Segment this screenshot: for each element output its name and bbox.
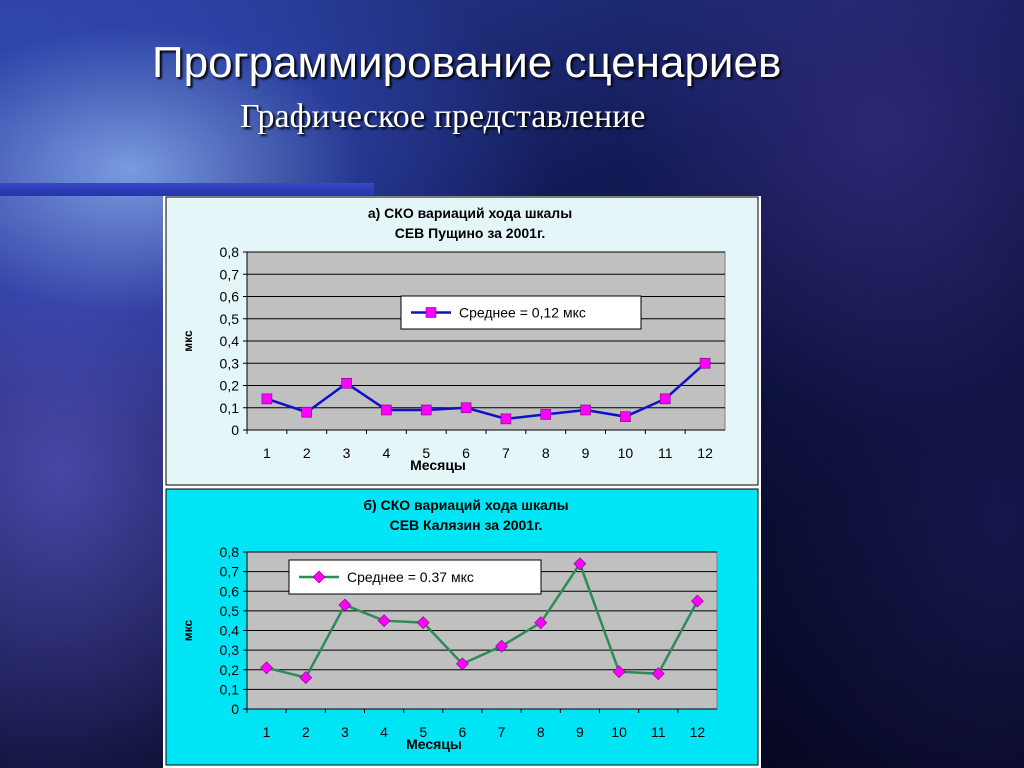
y-tick-label: 0,4: [220, 333, 240, 349]
chart-title-line: а) СКО вариаций хода шкалы: [368, 205, 572, 221]
data-point-12: [690, 594, 704, 608]
slide-title: Программирование сценариев: [152, 38, 782, 87]
x-tick-label: 3: [341, 724, 349, 740]
data-point-5: [420, 404, 432, 416]
chart-title-line: б) СКО вариаций хода шкалы: [363, 497, 568, 513]
data-point-7: [500, 413, 512, 425]
series-line: [266, 362, 706, 421]
x-axis-label: Месяцы: [410, 457, 466, 473]
legend-marker-swatch: [425, 307, 437, 318]
chart-kalyazin: б) СКО вариаций хода шкалы СЕВ Калязин за…: [165, 488, 759, 766]
y-tick-label: 0: [231, 701, 239, 717]
x-tick-label: 7: [502, 445, 510, 461]
data-point-6: [455, 657, 469, 671]
data-point-11: [651, 667, 665, 681]
legend-label: Среднее = 0.37 мкс: [347, 569, 474, 585]
x-tick-label: 7: [498, 724, 506, 740]
y-axis-label: мкс: [181, 619, 195, 641]
x-tick-label: 5: [419, 724, 427, 740]
data-point-4: [381, 404, 392, 416]
x-tick-label: 5: [422, 445, 430, 461]
x-tick-label: 6: [462, 445, 470, 461]
y-tick-label: 0,1: [220, 400, 240, 416]
y-axis-label: мкс: [181, 330, 195, 352]
legend-label: Среднее = 0,12 мкс: [459, 305, 586, 321]
data-point-8: [534, 616, 548, 630]
data-point-2: [299, 671, 313, 685]
y-tick-label: 0,3: [220, 642, 240, 658]
data-point-8: [540, 409, 552, 420]
data-point-2: [301, 406, 313, 418]
y-tick-label: 0,2: [220, 662, 240, 678]
x-axis-label: Месяцы: [406, 736, 462, 752]
data-point-1: [260, 661, 274, 675]
y-tick-label: 0: [231, 422, 239, 438]
x-tick-label: 9: [576, 724, 584, 740]
y-tick-label: 0,5: [220, 311, 240, 327]
y-tick-label: 0,3: [220, 355, 240, 371]
charts-panel: а) СКО вариаций хода шкалы СЕВ Пущино за …: [163, 196, 761, 768]
x-tick-label: 9: [582, 445, 590, 461]
data-point-3: [341, 377, 352, 389]
data-point-10: [620, 411, 631, 422]
legend-marker-swatch: [312, 570, 326, 584]
data-point-10: [612, 665, 626, 679]
x-tick-label: 12: [697, 445, 713, 461]
y-tick-label: 0,6: [220, 289, 240, 305]
data-point-9: [573, 557, 587, 571]
x-tick-label: 1: [263, 724, 271, 740]
slide-subtitle: Графическое представление: [240, 98, 646, 135]
data-point-6: [460, 402, 472, 414]
y-tick-label: 0,1: [220, 681, 240, 697]
data-point-4: [377, 614, 391, 628]
data-point-9: [580, 404, 591, 416]
y-tick-label: 0,8: [220, 544, 240, 560]
data-point-1: [261, 393, 273, 405]
y-tick-label: 0,2: [220, 378, 240, 394]
y-tick-label: 0,6: [220, 583, 240, 599]
x-tick-label: 6: [459, 724, 467, 740]
chart-title-line: СЕВ Пущино за 2001г.: [395, 225, 546, 241]
x-tick-label: 4: [383, 445, 391, 461]
accent-bar: [0, 183, 374, 196]
x-tick-label: 3: [343, 445, 351, 461]
x-tick-label: 2: [302, 724, 310, 740]
chart-pushchino: а) СКО вариаций хода шкалы СЕВ Пущино за …: [165, 196, 759, 486]
data-point-5: [416, 616, 430, 630]
x-tick-label: 11: [658, 445, 673, 461]
y-tick-label: 0,8: [220, 244, 240, 260]
x-tick-label: 4: [380, 724, 388, 740]
series-line: [266, 561, 699, 680]
y-tick-label: 0,4: [220, 623, 240, 639]
x-tick-label: 8: [542, 445, 550, 461]
x-tick-label: 11: [651, 724, 666, 740]
data-point-12: [699, 357, 711, 369]
y-tick-label: 0,7: [220, 266, 240, 282]
y-tick-label: 0,5: [220, 603, 240, 619]
y-tick-label: 0,7: [220, 564, 240, 580]
x-tick-label: 12: [690, 724, 706, 740]
x-tick-label: 10: [618, 445, 634, 461]
data-point-3: [338, 598, 352, 612]
x-tick-label: 1: [263, 445, 271, 461]
data-point-11: [659, 393, 671, 405]
chart-title-line: СЕВ Калязин за 2001г.: [390, 517, 543, 533]
data-point-7: [495, 639, 509, 653]
x-tick-label: 8: [537, 724, 545, 740]
x-tick-label: 10: [611, 724, 627, 740]
x-tick-label: 2: [303, 445, 311, 461]
